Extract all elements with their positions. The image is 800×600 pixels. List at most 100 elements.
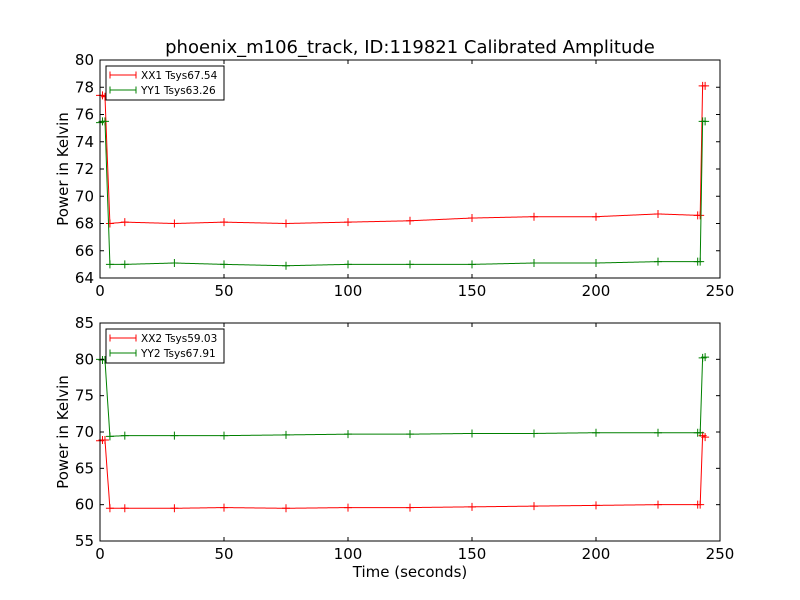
data-point bbox=[120, 431, 129, 440]
bottom-plot: 0 50 100 150 200 250 55 60 65 70 75 80 85 Power in Ke… bbox=[54, 314, 734, 581]
legend-entry: XX2 Tsys59.03 bbox=[141, 333, 217, 345]
y-tick-label: 55 bbox=[75, 532, 94, 550]
data-point bbox=[406, 260, 414, 269]
legend-entry: XX1 Tsys67.54 bbox=[141, 70, 218, 82]
y-tick-label: 70 bbox=[75, 187, 94, 205]
data-point bbox=[701, 353, 710, 362]
data-point bbox=[654, 257, 662, 266]
legend-swatch-marker bbox=[109, 86, 137, 94]
data-point bbox=[468, 214, 476, 223]
y-tick-label: 65 bbox=[75, 459, 94, 477]
data-point bbox=[468, 260, 476, 269]
y-tick-label: 72 bbox=[75, 160, 94, 178]
data-point bbox=[344, 260, 352, 269]
y-tick-label: 66 bbox=[75, 242, 94, 260]
x-tick-label: 250 bbox=[706, 545, 735, 563]
data-point bbox=[530, 502, 538, 511]
x-tick-label: 200 bbox=[582, 282, 611, 300]
data-point bbox=[220, 431, 228, 440]
y-axis-label: Power in Kelvin bbox=[54, 375, 72, 489]
data-point bbox=[406, 503, 414, 512]
data-point bbox=[282, 219, 290, 228]
data-point bbox=[701, 117, 710, 126]
data-point bbox=[105, 219, 114, 228]
data-point bbox=[120, 260, 129, 269]
legend: XX2 Tsys59.03 YY2 Tsys67.91 bbox=[105, 328, 225, 364]
data-point bbox=[592, 259, 600, 268]
data-point bbox=[282, 430, 290, 439]
series-line bbox=[99, 120, 706, 267]
data-point bbox=[406, 216, 414, 225]
data-point bbox=[696, 211, 705, 220]
y-tick-label: 75 bbox=[75, 387, 94, 405]
x-tick-label: 200 bbox=[582, 545, 611, 563]
legend-box bbox=[105, 328, 225, 364]
y-tick-label: 60 bbox=[75, 496, 94, 514]
data-point bbox=[105, 260, 114, 269]
data-point bbox=[530, 212, 538, 221]
data-point bbox=[170, 219, 179, 228]
y-axis-label: Power in Kelvin bbox=[54, 112, 72, 226]
x-tick-label: 50 bbox=[214, 282, 233, 300]
data-point bbox=[220, 260, 228, 269]
data-point bbox=[468, 502, 476, 511]
data-point bbox=[170, 259, 179, 268]
y-tick-label: 70 bbox=[75, 423, 94, 441]
legend-swatch-marker bbox=[109, 71, 137, 79]
data-point bbox=[105, 432, 114, 441]
data-point bbox=[282, 261, 290, 270]
x-tick-label: 150 bbox=[458, 545, 487, 563]
series-line bbox=[99, 434, 706, 509]
data-point bbox=[701, 81, 710, 90]
y-tick-label: 85 bbox=[75, 314, 94, 332]
data-point bbox=[344, 218, 352, 227]
data-point bbox=[406, 430, 414, 439]
x-tick-label: 0 bbox=[95, 545, 105, 563]
data-point bbox=[696, 428, 705, 437]
data-point bbox=[220, 503, 228, 512]
data-point bbox=[592, 501, 600, 510]
data-point bbox=[530, 259, 538, 268]
data-point bbox=[696, 257, 705, 266]
data-point bbox=[282, 504, 290, 513]
y-tick-label: 80 bbox=[75, 51, 94, 69]
legend-swatch-marker bbox=[109, 349, 137, 357]
y-tick-label: 68 bbox=[75, 215, 94, 233]
x-axis-label: Time (seconds) bbox=[352, 563, 468, 581]
legend-entry: YY1 Tsys63.26 bbox=[140, 85, 216, 97]
data-point bbox=[170, 504, 179, 513]
legend-swatch-marker bbox=[109, 334, 137, 342]
data-point bbox=[120, 218, 129, 227]
data-point bbox=[344, 503, 352, 512]
x-tick-label: 250 bbox=[706, 282, 735, 300]
series-line bbox=[99, 356, 706, 437]
y-tick-label: 78 bbox=[75, 78, 94, 96]
figure-title: phoenix_m106_track, ID:119821 Calibrated… bbox=[165, 37, 655, 58]
data-point bbox=[592, 212, 600, 221]
data-point bbox=[701, 433, 710, 442]
data-point bbox=[100, 117, 109, 126]
y-tick-label: 76 bbox=[75, 106, 94, 124]
x-tick-label: 0 bbox=[95, 282, 105, 300]
series-2 bbox=[96, 117, 710, 270]
data-point bbox=[592, 428, 600, 437]
data-point bbox=[105, 504, 114, 513]
data-point bbox=[100, 435, 109, 444]
y-tick-label: 64 bbox=[75, 269, 94, 287]
x-tick-label: 150 bbox=[458, 282, 487, 300]
data-point bbox=[654, 209, 662, 218]
data-point bbox=[654, 500, 662, 509]
series-line bbox=[100, 85, 706, 225]
data-point bbox=[120, 504, 129, 513]
data-point bbox=[654, 428, 662, 437]
data-point bbox=[468, 429, 476, 438]
x-tick-label: 100 bbox=[334, 545, 363, 563]
legend-box bbox=[105, 65, 225, 101]
data-point bbox=[344, 430, 352, 439]
data-point bbox=[696, 500, 705, 509]
data-point bbox=[530, 429, 538, 438]
top-plot: 0 50 100 150 200 250 64 66 68 70 72 74 76 78 80 Power i… bbox=[54, 51, 734, 300]
legend-entry: YY2 Tsys67.91 bbox=[140, 348, 216, 360]
data-point bbox=[220, 218, 228, 227]
